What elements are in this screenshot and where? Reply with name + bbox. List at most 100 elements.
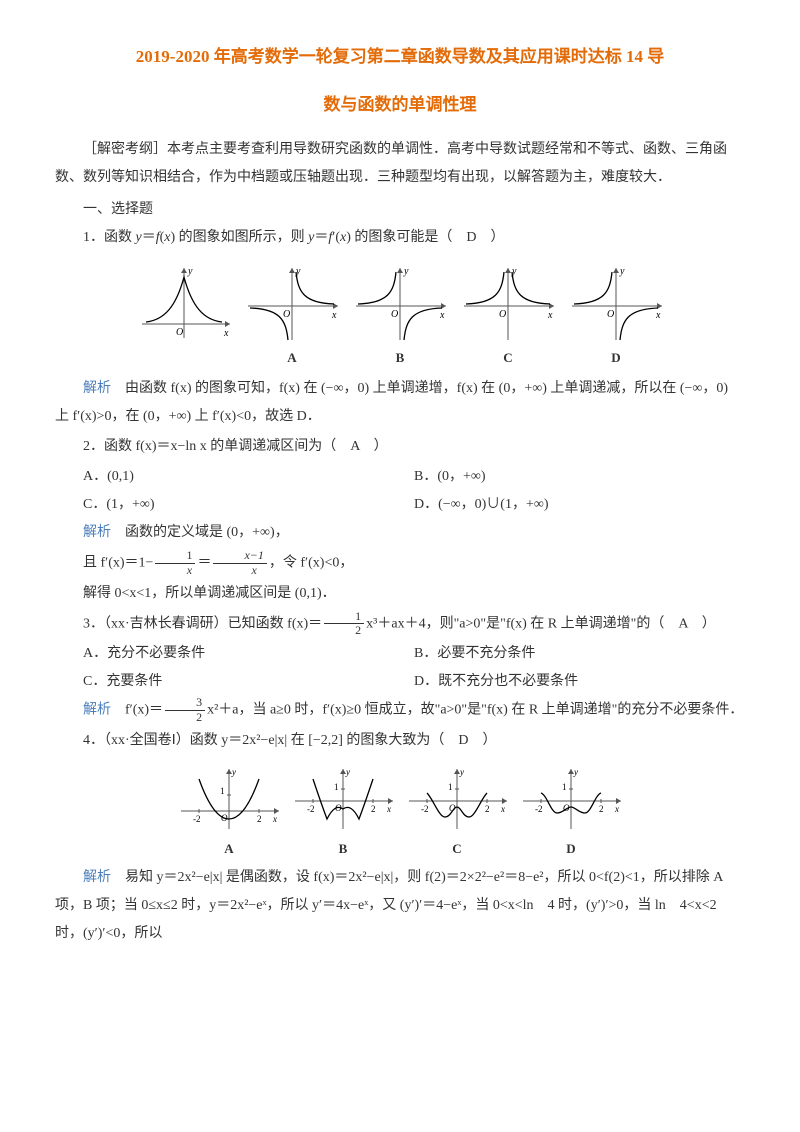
svg-text:y: y	[231, 767, 236, 777]
q2-explain-2c: ，令 f′(x)<0，	[269, 556, 353, 571]
svg-text:1: 1	[562, 782, 567, 792]
doc-title-line1: 2019-2020 年高考数学一轮复习第二章函数导数及其应用课时达标 14 导	[55, 40, 745, 74]
svg-text:1: 1	[448, 782, 453, 792]
svg-text:y: y	[345, 767, 350, 777]
doc-title-line2: 数与函数的单调性理	[55, 88, 745, 122]
svg-text:x: x	[500, 804, 505, 814]
q4-label-a: A	[224, 836, 233, 862]
q2-explain-line1: 函数的定义域是 (0，+∞)，	[111, 525, 289, 540]
svg-text:-2: -2	[535, 804, 543, 814]
q1-stem-mid: 的图象如图所示，则	[175, 230, 308, 245]
explain-label: 解析	[83, 870, 111, 885]
q3-stem-a: 3．（xx·吉林长春调研）已知函数 f(x)＝	[83, 616, 322, 631]
q4-graph-a: y x -2 2 O 1 A	[175, 763, 283, 862]
q3-stem-b: x³＋ax＋4，则"a>0"是"f(x) 在 R 上单调递增"的（ A ）	[366, 616, 716, 631]
fraction: 1x	[155, 549, 195, 578]
explain-label: 解析	[83, 381, 111, 396]
explain-label: 解析	[83, 525, 111, 540]
q1-stem-pre: 1．函数	[83, 230, 136, 245]
q3-opt-c: C．充要条件	[83, 668, 414, 696]
q3-opt-d: D．既不充分也不必要条件	[414, 668, 745, 696]
fraction: 12	[324, 610, 364, 639]
svg-text:2: 2	[599, 804, 604, 814]
q1-label-a: A	[287, 345, 296, 371]
q3-explain-b: x²＋a，当 a≥0 时，f′(x)≥0 恒成立，故"a>0"是"f(x) 在 …	[207, 703, 743, 718]
fraction: x−1x	[213, 549, 266, 578]
q2-explain-3: 解得 0<x<1，所以单调递减区间是 (0,1)．	[55, 580, 745, 608]
svg-text:y: y	[619, 266, 625, 277]
svg-text:x: x	[272, 814, 277, 824]
q2-explain-2a: 且 f′(x)＝1−	[83, 556, 153, 571]
q4-graph-c: y x -2 2 O 1 C	[403, 763, 511, 862]
svg-text:x: x	[386, 804, 391, 814]
q3-options: A．充分不必要条件 B．必要不充分条件 C．充要条件 D．既不充分也不必要条件	[55, 640, 745, 696]
svg-text:y: y	[459, 767, 464, 777]
q4-stem: 4．（xx·全国卷Ⅰ）函数 y＝2x²−e|x| 在 [−2,2] 的图象大致为…	[55, 727, 745, 755]
q1-explain: 解析 由函数 f(x) 的图象可知，f(x) 在 (−∞，0) 上单调递增，f(…	[55, 375, 745, 431]
frac-den: 2	[324, 624, 364, 638]
svg-text:O: O	[176, 327, 183, 338]
svg-text:x: x	[439, 310, 445, 321]
q2-stem: 2．函数 f(x)＝x−ln x 的单调递减区间为（ A ）	[55, 433, 745, 461]
q2-opt-c: C．(1，+∞)	[83, 491, 414, 519]
q1-stem: 1．函数 y＝f(x) 的图象如图所示，则 y＝f′(x) 的图象可能是（ D …	[55, 224, 745, 252]
svg-text:2: 2	[257, 814, 262, 824]
frac-num: 3	[165, 696, 205, 711]
svg-text:1: 1	[220, 786, 225, 796]
q4-graph-b: y x -2 2 O 1 B	[289, 763, 397, 862]
frac-num: 1	[324, 610, 364, 625]
q2-options: A．(0,1) B．(0，+∞) C．(1，+∞) D．(−∞，0)∪(1，+∞…	[55, 463, 745, 519]
svg-text:y: y	[187, 266, 193, 277]
q1-stem-post: 的图象可能是（ D ）	[351, 230, 505, 245]
q1-explain-text: 由函数 f(x) 的图象可知，f(x) 在 (−∞，0) 上单调递增，f(x) …	[55, 381, 728, 424]
q2-explain-1: 解析 函数的定义域是 (0，+∞)，	[55, 519, 745, 547]
q4-label-c: C	[452, 836, 461, 862]
section-1-heading: 一、选择题	[55, 196, 745, 224]
svg-text:y: y	[573, 767, 578, 777]
q3-opt-a: A．充分不必要条件	[83, 640, 414, 668]
svg-text:O: O	[607, 309, 614, 320]
q2-explain-2: 且 f′(x)＝1−1x＝x−1x，令 f′(x)<0，	[55, 549, 745, 578]
svg-text:-2: -2	[193, 814, 201, 824]
svg-text:2: 2	[485, 804, 490, 814]
svg-text:2: 2	[371, 804, 376, 814]
q4-explain: 解析 易知 y＝2x²−e|x| 是偶函数，设 f(x)＝2x²−e|x|，则 …	[55, 864, 745, 948]
svg-text:x: x	[223, 328, 229, 339]
q3-explain-a: f′(x)＝	[111, 703, 163, 718]
q1-graph-row: y x O y x O A y x O B	[55, 262, 745, 371]
outline-paragraph: ［解密考纲］本考点主要考查利用导数研究函数的单调性．高考中导数试题经常和不等式、…	[55, 136, 745, 192]
fraction: 32	[165, 696, 205, 725]
svg-text:1: 1	[334, 782, 339, 792]
svg-text:x: x	[331, 310, 337, 321]
q1-graph-given: y x O	[134, 262, 234, 371]
q2-explain-2b: ＝	[197, 556, 211, 571]
svg-text:y: y	[403, 266, 409, 277]
q1-graph-c: y x O C	[458, 262, 558, 371]
q2-opt-d: D．(−∞，0)∪(1，+∞)	[414, 491, 745, 519]
q2-opt-a: A．(0,1)	[83, 463, 414, 491]
frac-den: x	[155, 564, 195, 578]
q1-graph-a: y x O A	[242, 262, 342, 371]
svg-text:O: O	[283, 309, 290, 320]
svg-text:-2: -2	[307, 804, 315, 814]
q4-graph-row: y x -2 2 O 1 A y x -2 2 O 1 B y x	[55, 763, 745, 862]
frac-num: x−1	[213, 549, 266, 564]
q2-opt-b: B．(0，+∞)	[414, 463, 745, 491]
explain-label: 解析	[83, 703, 111, 718]
svg-text:O: O	[391, 309, 398, 320]
frac-den: 2	[165, 711, 205, 725]
frac-num: 1	[155, 549, 195, 564]
q3-explain: 解析 f′(x)＝32x²＋a，当 a≥0 时，f′(x)≥0 恒成立，故"a>…	[55, 696, 745, 725]
q4-label-d: D	[566, 836, 575, 862]
q1-label-b: B	[396, 345, 405, 371]
svg-text:-2: -2	[421, 804, 429, 814]
q4-label-b: B	[339, 836, 348, 862]
q1-graph-b: y x O B	[350, 262, 450, 371]
q3-stem: 3．（xx·吉林长春调研）已知函数 f(x)＝12x³＋ax＋4，则"a>0"是…	[55, 610, 745, 639]
q3-opt-b: B．必要不充分条件	[414, 640, 745, 668]
q4-explain-text: 易知 y＝2x²−e|x| 是偶函数，设 f(x)＝2x²−e|x|，则 f(2…	[55, 870, 723, 941]
svg-text:x: x	[614, 804, 619, 814]
q1-label-c: C	[503, 345, 512, 371]
q4-graph-d: y x -2 2 O 1 D	[517, 763, 625, 862]
svg-text:O: O	[499, 309, 506, 320]
